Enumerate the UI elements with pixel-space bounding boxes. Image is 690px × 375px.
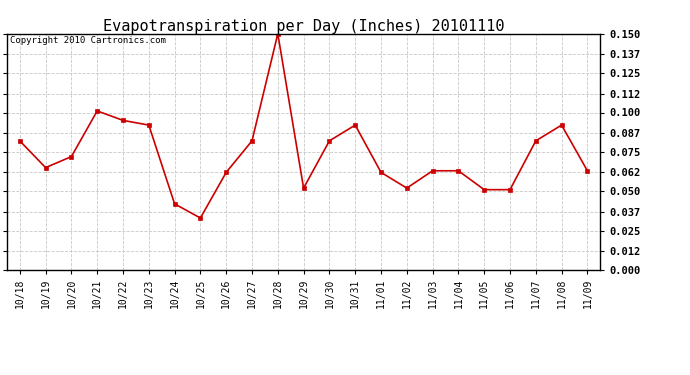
Text: Evapotranspiration per Day (Inches) 20101110: Evapotranspiration per Day (Inches) 2010…	[103, 19, 504, 34]
Text: Copyright 2010 Cartronics.com: Copyright 2010 Cartronics.com	[10, 36, 166, 45]
